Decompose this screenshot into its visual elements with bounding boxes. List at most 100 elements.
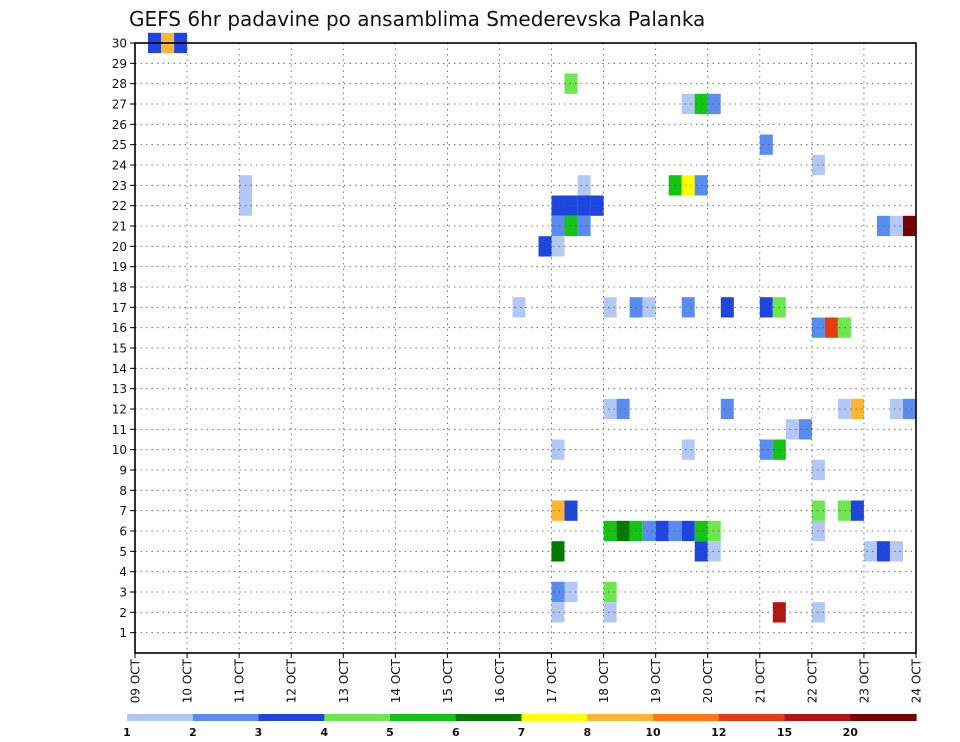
y-tick-label: 17 — [112, 301, 127, 315]
cells-layer — [148, 32, 916, 623]
colorbar-label: 10 — [645, 726, 661, 739]
heatmap-cell — [903, 215, 916, 237]
y-tick-label: 6 — [119, 525, 127, 539]
x-tick-label: 22 OCT — [805, 658, 819, 703]
heatmap-cell — [616, 520, 630, 542]
colorbar-label: 12 — [711, 726, 726, 739]
heatmap-cell — [551, 439, 565, 460]
heatmap-cell — [642, 520, 656, 542]
heatmap-cell — [707, 541, 721, 562]
heatmap-cell — [694, 541, 708, 562]
y-axis: 1234567891011121314151617181920212223242… — [112, 37, 135, 640]
colorbar-label: 4 — [320, 726, 328, 739]
colorbar-segment — [587, 714, 654, 721]
colorbar-segment — [653, 714, 720, 721]
colorbar-segment — [455, 714, 523, 721]
y-tick-label: 10 — [112, 443, 127, 457]
colorbar-segment — [390, 714, 457, 721]
x-tick-label: 16 OCT — [493, 658, 507, 703]
x-axis: 09 OCT 10 OCT 11 OCT 12 OCT 13 OCT 14 OCT 15 O… — [129, 653, 924, 703]
heatmap-cell — [694, 175, 708, 196]
y-tick-label: 8 — [119, 484, 127, 498]
x-tick-label: 20 OCT — [701, 658, 715, 703]
heatmap-cell — [837, 500, 851, 521]
heatmap-cell — [837, 398, 851, 420]
y-tick-label: 12 — [112, 403, 127, 417]
colorbar-segment — [258, 714, 325, 721]
heatmap-cell — [890, 398, 903, 420]
heatmap-cell — [551, 195, 565, 216]
colorbar-label: 15 — [777, 726, 792, 739]
y-tick-label: 3 — [119, 586, 127, 600]
y-tick-label: 13 — [112, 382, 127, 396]
colorbar-segment — [521, 714, 588, 721]
y-tick-label: 24 — [112, 159, 127, 173]
heatmap-cell — [681, 297, 695, 318]
heatmap-cell — [903, 398, 916, 420]
colorbar-segment — [718, 714, 786, 721]
heatmap-cell — [551, 541, 565, 562]
heatmap-cell — [759, 134, 773, 155]
x-tick-label: 13 OCT — [337, 658, 351, 703]
y-tick-label: 11 — [112, 423, 127, 437]
y-tick-label: 1 — [119, 626, 127, 640]
heatmap-cell — [759, 297, 773, 318]
heatmap-cell — [890, 541, 903, 562]
y-tick-label: 5 — [119, 545, 127, 559]
heatmap-cell — [655, 520, 669, 542]
heatmap-cell — [603, 398, 617, 420]
heatmap-cell — [538, 236, 552, 257]
heatmap-cell — [707, 520, 721, 542]
heatmap-cell — [837, 317, 851, 338]
colorbar-segment — [192, 714, 260, 721]
x-tick-label: 21 OCT — [753, 658, 767, 703]
heatmap-cell — [603, 581, 617, 603]
heatmap-cell — [681, 175, 695, 196]
colorbar-segment — [324, 714, 391, 721]
y-tick-label: 19 — [112, 260, 127, 274]
heatmap-cell — [785, 419, 799, 440]
colorbar-label: 8 — [583, 726, 591, 739]
heatmap-cell — [720, 297, 734, 318]
heatmap-cell — [603, 602, 617, 623]
x-tick-label: 15 OCT — [441, 658, 455, 703]
x-tick-label: 11 OCT — [233, 658, 247, 703]
heatmap-cell — [694, 520, 708, 542]
heatmap-cell — [850, 398, 864, 420]
y-tick-label: 21 — [112, 220, 127, 234]
heatmap-cell — [551, 236, 565, 257]
y-tick-label: 18 — [112, 281, 127, 295]
x-tick-label: 24 OCT — [910, 658, 924, 703]
y-tick-label: 27 — [112, 98, 127, 112]
y-tick-label: 26 — [112, 118, 127, 132]
heatmap-cell — [694, 93, 708, 115]
colorbar: 1 2 3 4 5 6 7 8 10 12 15 20 — [123, 714, 917, 739]
y-tick-label: 25 — [112, 138, 127, 152]
heatmap-cell — [603, 297, 617, 318]
heatmap-cell — [720, 398, 734, 420]
y-tick-label: 16 — [112, 321, 127, 335]
y-tick-label: 9 — [119, 464, 127, 478]
grid-layer — [134, 42, 917, 653]
colorbar-label: 7 — [518, 726, 526, 739]
heatmap-cell — [798, 419, 812, 440]
heatmap-cell — [603, 520, 617, 542]
x-tick-label: 19 OCT — [649, 658, 663, 703]
heatmap-cell — [577, 215, 591, 237]
colorbar-label: 5 — [386, 726, 394, 739]
x-tick-label: 12 OCT — [285, 658, 299, 703]
x-tick-label: 18 OCT — [597, 658, 611, 703]
y-tick-label: 15 — [112, 342, 127, 356]
y-tick-label: 7 — [119, 504, 127, 518]
x-tick-label: 23 OCT — [857, 658, 871, 703]
colorbar-label: 3 — [255, 726, 263, 739]
y-tick-label: 22 — [112, 199, 127, 213]
x-tick-label: 09 OCT — [129, 658, 143, 703]
heatmap-cell — [577, 195, 591, 216]
y-tick-label: 28 — [112, 77, 127, 91]
heatmap-cell — [642, 297, 656, 318]
colorbar-segment — [850, 714, 917, 721]
colorbar-segment — [127, 714, 194, 721]
y-tick-label: 2 — [119, 606, 127, 620]
